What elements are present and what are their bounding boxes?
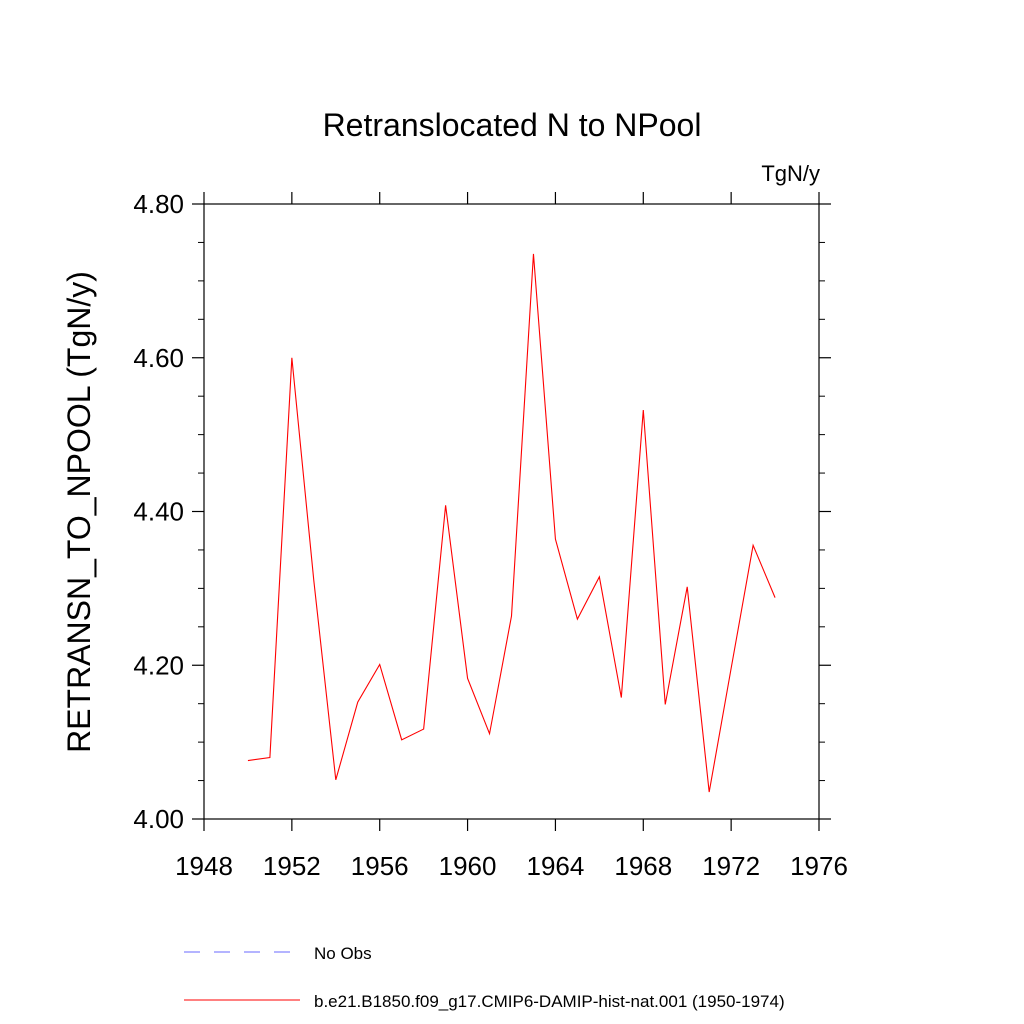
x-axis-tick-labels: 1948 1952 1956 1960 1964 1968 1972 1976 <box>175 851 848 881</box>
series-line <box>247 253 776 793</box>
x-tick-label: 1964 <box>527 851 585 881</box>
y-axis-tick-labels: 4.00 4.20 4.40 4.60 4.80 <box>133 189 184 834</box>
y-tick-label: 4.40 <box>133 497 184 527</box>
chart-title: Retranslocated N to NPool <box>323 107 702 143</box>
y-axis-label: RETRANSN_TO_NPOOL (TgN/y) <box>61 271 97 753</box>
y-axis-ticks <box>192 203 831 820</box>
series-layer <box>247 253 776 793</box>
x-tick-label: 1956 <box>351 851 409 881</box>
legend-label: No Obs <box>314 944 372 963</box>
x-tick-label: 1972 <box>702 851 760 881</box>
y-tick-label: 4.80 <box>133 189 184 219</box>
x-tick-label: 1960 <box>439 851 497 881</box>
legend-label: b.e21.B1850.f09_g17.CMIP6-DAMIP-hist-nat… <box>314 992 785 1011</box>
plot-frame <box>203 203 820 820</box>
x-tick-label: 1952 <box>263 851 321 881</box>
y-tick-label: 4.60 <box>133 343 184 373</box>
legend: No Obs b.e21.B1850.f09_g17.CMIP6-DAMIP-hi… <box>184 944 785 1011</box>
x-tick-label: 1968 <box>614 851 672 881</box>
x-axis-ticks <box>203 192 820 831</box>
units-label: TgN/y <box>761 161 820 186</box>
x-tick-label: 1948 <box>175 851 233 881</box>
y-tick-label: 4.20 <box>133 650 184 680</box>
x-tick-label: 1976 <box>790 851 848 881</box>
y-tick-label: 4.00 <box>133 804 184 834</box>
